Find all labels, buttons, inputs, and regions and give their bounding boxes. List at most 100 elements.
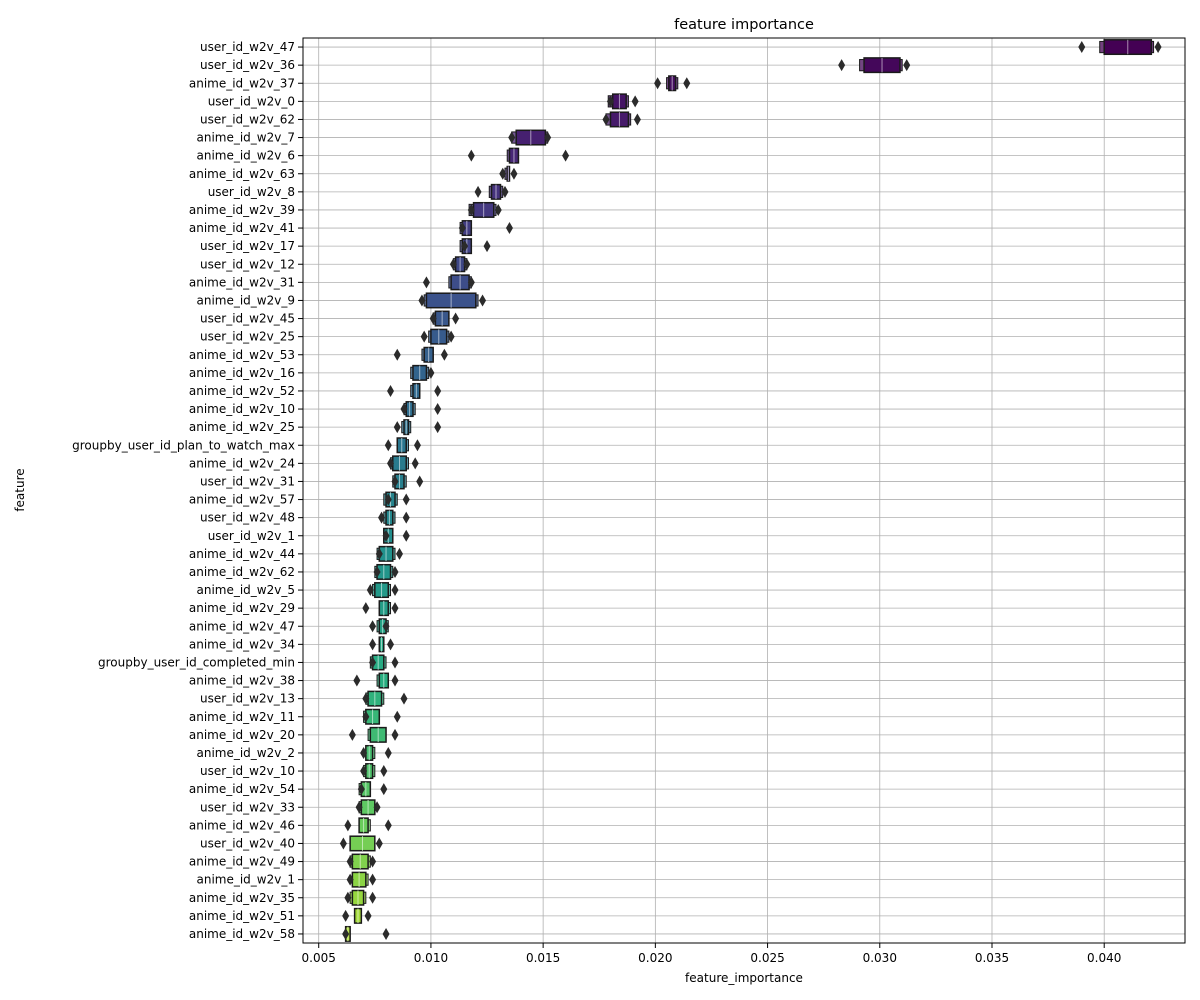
y-tick-label: user_id_w2v_12 [200,257,295,271]
outlier-marker [631,95,639,108]
outlier-marker [458,222,466,235]
boxen-anime_id_w2v_9 [418,292,487,309]
boxen-anime_id_w2v_6 [467,147,570,164]
boxen-user_id_w2v_36 [838,57,911,74]
outlier-marker [346,855,354,868]
outlier-marker [402,493,410,506]
boxen-anime_id_w2v_44 [375,545,404,562]
boxen-anime_id_w2v_25 [393,419,442,436]
outlier-marker [360,765,368,778]
y-tick-label: user_id_w2v_48 [200,511,295,525]
y-tick-label: anime_id_w2v_46 [189,818,295,832]
x-tick-label: 0.010 [414,951,448,965]
outlier-marker [380,765,388,778]
outlier-marker [1154,41,1162,54]
outlier-marker [483,240,491,253]
outlier-marker [393,710,401,723]
boxen-marks [339,39,1162,942]
outlier-marker [903,59,911,72]
boxen-anime_id_w2v_2 [360,744,392,761]
boxen-anime_id_w2v_62 [373,563,399,580]
boxen-anime_id_w2v_1 [346,871,377,888]
y-tick-label: anime_id_w2v_37 [189,76,295,90]
boxen-user_id_w2v_17 [459,238,491,255]
y-tick-label: anime_id_w2v_44 [189,547,295,561]
boxen-anime_id_w2v_38 [353,672,399,689]
outlier-marker [355,801,363,814]
boxen-user_id_w2v_40 [339,835,383,852]
y-tick-label: anime_id_w2v_2 [196,746,295,760]
y-tick-label: user_id_w2v_17 [200,239,295,253]
outlier-marker [416,475,424,488]
outlier-marker [402,511,410,524]
boxen-anime_id_w2v_54 [357,781,388,798]
outlier-marker [391,656,399,669]
boxen-anime_id_w2v_58 [342,925,390,942]
outlier-marker [391,565,399,578]
outlier-marker [510,167,518,180]
outlier-marker [467,276,475,289]
outlier-marker [400,403,408,416]
y-axis-ticks: user_id_w2v_47 user_id_w2v_36 anime_id_w2v… [72,40,303,941]
y-tick-label: anime_id_w2v_1 [196,873,295,887]
y-tick-label: user_id_w2v_0 [208,94,295,108]
outlier-marker [654,77,662,90]
boxen-user_id_w2v_25 [420,328,455,345]
boxen-anime_id_w2v_24 [387,455,419,472]
outlier-marker [474,185,482,198]
y-tick-label: user_id_w2v_62 [200,112,295,126]
outlier-marker [369,638,377,651]
y-tick-label: anime_id_w2v_31 [189,275,295,289]
outlier-marker [461,240,469,253]
x-tick-label: 0.040 [1087,951,1121,965]
y-tick-label: anime_id_w2v_62 [189,565,295,579]
boxen-anime_id_w2v_29 [362,600,399,617]
y-tick-label: anime_id_w2v_54 [189,782,295,796]
boxen-anime_id_w2v_46 [344,817,392,834]
y-tick-label: anime_id_w2v_24 [189,456,295,470]
y-tick-label: groupby_user_id_completed_min [98,655,295,669]
grid-lines [303,38,1185,943]
outlier-marker [402,529,410,542]
outlier-marker [387,384,395,397]
outlier-marker [342,927,350,940]
outlier-marker [346,873,354,886]
y-tick-label: anime_id_w2v_41 [189,221,295,235]
outlier-marker [369,873,377,886]
x-tick-label: 0.030 [863,951,897,965]
outlier-marker [357,783,365,796]
outlier-marker [479,294,487,307]
y-tick-label: user_id_w2v_40 [200,836,295,850]
boxen-user_id_w2v_13 [362,690,408,707]
outlier-marker [391,674,399,687]
outlier-marker [683,77,691,90]
outlier-marker [440,348,448,361]
outlier-marker [369,620,377,633]
outlier-marker [1078,41,1086,54]
y-tick-label: anime_id_w2v_29 [189,601,295,615]
boxen-anime_id_w2v_52 [387,382,442,399]
outlier-marker [382,620,390,633]
boxen-groupby_user_id_plan_to_watch_max [384,437,421,454]
y-tick-label: anime_id_w2v_63 [189,167,295,181]
outlier-marker [427,366,435,379]
outlier-marker [422,276,430,289]
outlier-marker [384,439,392,452]
y-tick-label: anime_id_w2v_49 [189,855,295,869]
outlier-marker [467,203,475,216]
outlier-marker [434,421,442,434]
boxen-anime_id_w2v_20 [348,726,399,743]
y-tick-label: anime_id_w2v_47 [189,619,295,633]
outlier-marker [384,746,392,759]
outlier-marker [396,547,404,560]
boxen-user_id_w2v_8 [474,183,509,200]
outlier-marker [373,565,381,578]
x-axis-title: feature_importance [685,971,803,985]
boxen-user_id_w2v_47 [1078,39,1162,56]
y-tick-label: anime_id_w2v_35 [189,891,295,905]
boxen-anime_id_w2v_51 [342,907,372,924]
x-tick-label: 0.035 [975,951,1009,965]
outlier-marker [380,783,388,796]
boxen-anime_id_w2v_39 [467,201,502,218]
plot-area-frame [302,37,1186,944]
